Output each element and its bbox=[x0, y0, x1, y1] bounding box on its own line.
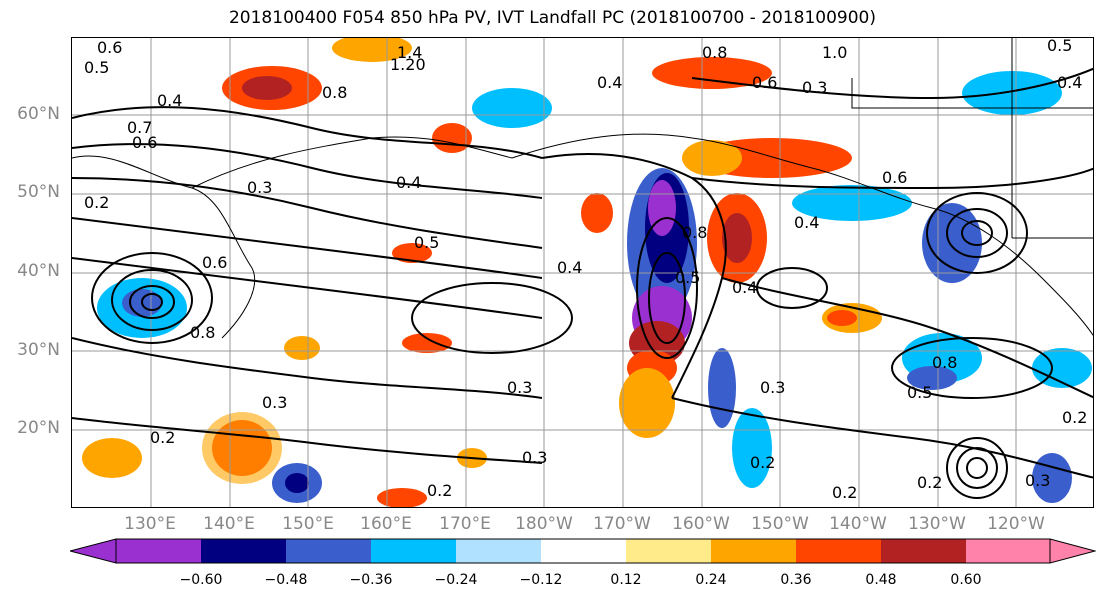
colorbar-label: −0.60 bbox=[179, 572, 223, 588]
lon-label-160w: 160°W bbox=[672, 514, 730, 534]
contour-label-group: 0.6 0.5 0.4 0.7 0.6 1.4 1.20 0.8 1.0 0.5… bbox=[84, 38, 1087, 502]
contour-label: 0.4 bbox=[557, 258, 582, 277]
contour-label: 0.2 bbox=[84, 193, 109, 212]
lon-label-140w: 140°W bbox=[829, 514, 887, 534]
contour-label: 0.3 bbox=[760, 378, 785, 397]
colorbar bbox=[70, 538, 1096, 564]
contour-label: 0.8 bbox=[702, 43, 727, 62]
colorbar-swatch bbox=[966, 539, 1050, 563]
map-panel: 0.6 0.5 0.4 0.7 0.6 1.4 1.20 0.8 1.0 0.5… bbox=[71, 37, 1094, 508]
graticule bbox=[72, 38, 1093, 507]
lon-label-130e: 130°E bbox=[124, 514, 176, 534]
colorbar-swatch bbox=[711, 539, 796, 563]
contour-label: 0.2 bbox=[750, 453, 775, 472]
contour-label: 0.4 bbox=[1057, 73, 1082, 92]
contour-label: 0.4 bbox=[732, 278, 757, 297]
lon-label-140e: 140°E bbox=[203, 514, 255, 534]
contour-label: 0.8 bbox=[932, 353, 957, 372]
colorbar-swatch bbox=[541, 539, 626, 563]
colorbar-label: 0.48 bbox=[865, 572, 897, 588]
colorbar-label: −0.48 bbox=[264, 572, 308, 588]
lat-label-60n: 60°N bbox=[17, 104, 60, 124]
contour-label: 0.8 bbox=[190, 323, 215, 342]
contour-label: 0.6 bbox=[882, 168, 907, 187]
lat-label-20n: 20°N bbox=[17, 418, 60, 438]
contour-label: 1.0 bbox=[822, 43, 847, 62]
contour-label: 0.2 bbox=[1062, 408, 1087, 427]
contour-label: 0.6 bbox=[97, 38, 122, 57]
lat-label-50n: 50°N bbox=[17, 182, 60, 202]
lon-label-170e: 170°E bbox=[439, 514, 491, 534]
contour-label: 0.4 bbox=[396, 173, 421, 192]
colorbar-swatch bbox=[881, 539, 966, 563]
contour-label: 0.6 bbox=[752, 73, 777, 92]
colorbar-label: −0.24 bbox=[434, 572, 478, 588]
contours bbox=[72, 67, 1093, 499]
contour-label: 0.3 bbox=[1025, 471, 1050, 490]
contour-label: 0.3 bbox=[247, 178, 272, 197]
contour-label: 0.4 bbox=[794, 213, 819, 232]
contour-label: 0.3 bbox=[802, 78, 827, 97]
map-canvas: 0.6 0.5 0.4 0.7 0.6 1.4 1.20 0.8 1.0 0.5… bbox=[72, 38, 1093, 507]
contour-label: 0.3 bbox=[507, 378, 532, 397]
contour-label: 0.2 bbox=[832, 483, 857, 502]
colorbar-label: 0.12 bbox=[610, 572, 642, 588]
colorbar-swatch bbox=[796, 539, 881, 563]
contour-label: 0.8 bbox=[682, 223, 707, 242]
contour-label: 0.4 bbox=[597, 73, 622, 92]
lat-label-30n: 30°N bbox=[17, 340, 60, 360]
contour-label: 0.5 bbox=[1047, 38, 1072, 55]
lat-label-40n: 40°N bbox=[17, 261, 60, 281]
contour-label: 0.8 bbox=[322, 83, 347, 102]
contour-label: 0.6 bbox=[202, 253, 227, 272]
contour-label: 1.4 bbox=[397, 43, 422, 62]
colorbar-label: −0.36 bbox=[349, 572, 393, 588]
contour-label: 0.5 bbox=[675, 268, 700, 287]
colorbar-label: −0.12 bbox=[519, 572, 563, 588]
colorbar-label: 0.60 bbox=[950, 572, 982, 588]
contour-label: 0.3 bbox=[522, 448, 547, 467]
colorbar-label: 0.36 bbox=[780, 572, 812, 588]
colorbar-swatch bbox=[286, 539, 371, 563]
colorbar-swatch bbox=[626, 539, 711, 563]
contour-label: 0.2 bbox=[917, 473, 942, 492]
colorbar-swatch bbox=[201, 539, 286, 563]
map-title: 2018100400 F054 850 hPa PV, IVT Landfall… bbox=[228, 8, 876, 28]
contour-label: 0.4 bbox=[157, 91, 182, 110]
lon-label-170w: 170°W bbox=[593, 514, 651, 534]
lon-label-160e: 160°E bbox=[360, 514, 412, 534]
contour-label: 0.5 bbox=[84, 58, 109, 77]
contour-label: 0.5 bbox=[907, 383, 932, 402]
colorbar-label: 0.24 bbox=[695, 572, 727, 588]
contour-label: 0.2 bbox=[150, 428, 175, 447]
contour-label: 0.2 bbox=[427, 481, 452, 500]
colorbar-extend-low bbox=[70, 538, 117, 564]
lon-label-120w: 120°W bbox=[987, 514, 1045, 534]
contour-label: 0.6 bbox=[132, 133, 157, 152]
colorbar-swatch bbox=[371, 539, 456, 563]
colorbar-swatch bbox=[116, 539, 201, 563]
lon-label-130w: 130°W bbox=[908, 514, 966, 534]
pv-shading bbox=[82, 38, 1092, 507]
lon-label-150w: 150°W bbox=[751, 514, 809, 534]
lon-label-150e: 150°E bbox=[282, 514, 334, 534]
colorbar-swatch bbox=[456, 539, 541, 563]
colorbar-extend-high bbox=[1049, 538, 1096, 564]
lon-label-180w: 180°W bbox=[515, 514, 573, 534]
contour-label: 1.20 bbox=[390, 55, 426, 74]
contour-label: 0.5 bbox=[414, 233, 439, 252]
contour-label: 0.7 bbox=[127, 118, 152, 137]
contour-label: 0.3 bbox=[262, 393, 287, 412]
